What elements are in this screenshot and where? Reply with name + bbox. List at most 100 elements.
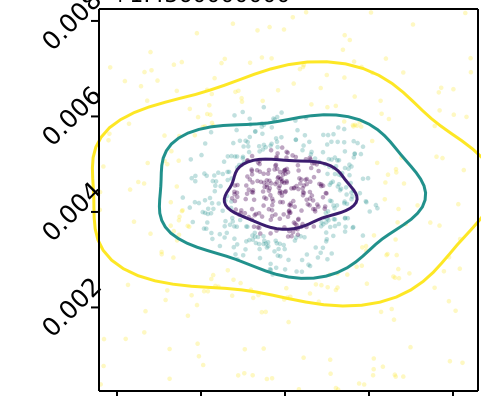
data-point <box>363 199 369 204</box>
data-point <box>256 241 262 247</box>
data-point <box>217 231 223 237</box>
data-point <box>148 49 153 55</box>
data-point <box>288 203 294 208</box>
data-point <box>328 371 333 377</box>
data-point <box>274 166 280 172</box>
data-point <box>216 170 221 175</box>
data-point <box>266 243 271 249</box>
data-point <box>231 140 236 146</box>
data-point <box>307 196 313 201</box>
data-point <box>265 240 271 245</box>
data-point <box>220 171 226 177</box>
data-point <box>261 104 267 110</box>
data-point <box>310 206 316 212</box>
data-point <box>251 224 257 229</box>
data-point <box>296 186 301 192</box>
data-point <box>351 138 357 144</box>
data-point <box>383 56 389 61</box>
data-point <box>279 193 285 198</box>
data-point <box>383 180 388 185</box>
data-point <box>260 131 265 137</box>
data-point <box>253 129 258 134</box>
data-point <box>380 364 386 370</box>
data-point <box>332 206 337 211</box>
data-point <box>267 185 273 191</box>
data-point <box>263 196 269 201</box>
data-point <box>230 219 236 224</box>
data-point <box>273 265 279 271</box>
data-point <box>300 193 306 198</box>
data-point <box>292 185 297 190</box>
data-point <box>301 143 306 148</box>
data-point <box>318 224 324 229</box>
data-point <box>123 336 128 342</box>
data-point <box>304 181 310 187</box>
data-point <box>394 170 399 175</box>
data-point <box>155 78 160 83</box>
data-point <box>222 56 228 62</box>
data-point <box>332 171 338 177</box>
x-offset-text: +1.4360000000 <box>111 0 290 8</box>
data-point <box>401 181 407 186</box>
data-point <box>209 91 215 97</box>
data-point <box>344 201 350 207</box>
data-point <box>195 341 200 347</box>
data-point <box>269 213 275 219</box>
data-point <box>148 231 153 236</box>
data-point <box>261 203 266 208</box>
data-point <box>352 151 358 156</box>
data-point <box>393 166 399 172</box>
data-point <box>277 190 283 196</box>
data-point <box>255 234 261 240</box>
data-point <box>259 55 265 60</box>
data-point <box>165 288 170 293</box>
data-point <box>259 309 265 315</box>
data-point <box>247 177 253 182</box>
data-point <box>207 103 212 108</box>
data-point <box>395 220 400 225</box>
data-point <box>307 291 313 296</box>
data-point <box>266 167 272 173</box>
data-point <box>355 140 360 146</box>
data-point <box>331 203 336 208</box>
data-point <box>232 189 237 195</box>
data-point <box>284 180 290 185</box>
data-point <box>343 224 348 230</box>
data-point <box>101 363 106 369</box>
data-point <box>379 111 384 117</box>
data-point <box>226 169 232 175</box>
data-point <box>299 257 305 263</box>
data-point <box>285 150 291 156</box>
data-point <box>266 206 272 212</box>
data-point <box>352 94 358 99</box>
data-point <box>281 180 287 186</box>
data-point <box>330 179 336 184</box>
data-point <box>186 224 192 230</box>
data-point <box>335 158 340 163</box>
data-point <box>323 220 329 225</box>
data-point <box>296 216 301 222</box>
data-point <box>222 224 227 229</box>
data-point <box>308 179 313 184</box>
data-point <box>279 190 285 195</box>
data-point <box>261 142 267 148</box>
data-point <box>334 203 340 208</box>
data-point <box>265 171 271 176</box>
data-point <box>268 231 273 236</box>
data-point <box>235 194 240 200</box>
data-point <box>338 186 344 192</box>
data-point <box>457 266 463 272</box>
data-point <box>281 242 287 248</box>
data-point <box>207 195 213 201</box>
data-point <box>262 184 267 190</box>
data-point <box>253 240 259 246</box>
data-point <box>225 268 231 273</box>
data-point <box>257 225 262 231</box>
data-point <box>250 233 255 238</box>
data-point <box>415 203 420 208</box>
data-point <box>279 179 285 185</box>
data-point <box>269 208 275 213</box>
data-point <box>171 228 177 234</box>
data-point <box>291 220 297 225</box>
data-point <box>252 230 258 236</box>
